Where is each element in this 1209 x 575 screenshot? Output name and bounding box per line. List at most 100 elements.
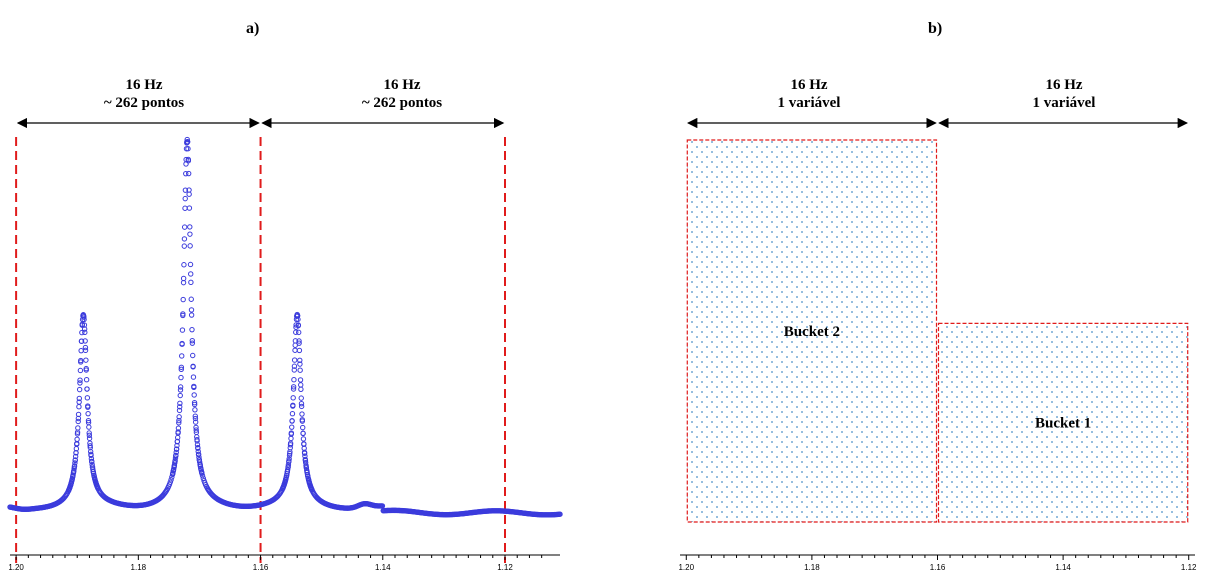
spectrum-point	[293, 316, 300, 323]
spectrum-point	[72, 453, 79, 460]
spectrum-point	[73, 450, 79, 456]
spectrum-point	[177, 400, 183, 407]
panel-b-span-2-freq: 16 Hz	[1045, 77, 1083, 93]
spectrum-point	[178, 374, 184, 381]
spectrum-point	[78, 347, 84, 354]
spectrum-point	[180, 296, 186, 303]
spectrum-point	[176, 417, 182, 424]
spectrum-point	[279, 486, 286, 492]
spectrum-point	[186, 205, 193, 211]
spectrum-point	[89, 459, 95, 465]
spectrum-point	[72, 457, 78, 463]
spectrum-point	[302, 453, 308, 459]
panel-b-label: b)	[928, 20, 943, 37]
x-tick-label: 1.12	[497, 563, 513, 572]
spectrum-point	[298, 401, 305, 407]
spectrum-point	[183, 170, 189, 177]
panel-a-label: a)	[246, 20, 260, 37]
panel-a-span-2-points: ~ 262 pontos	[361, 95, 443, 111]
bucket-2-label: Bucket 1	[1035, 416, 1091, 432]
spectrum-point	[286, 459, 292, 465]
spectrum-point	[85, 403, 91, 409]
spectrum-point	[193, 427, 199, 433]
spectrum-point	[287, 450, 293, 457]
spectrum-point	[188, 312, 195, 318]
spectrum-point	[290, 384, 297, 390]
spectrum-point	[304, 467, 310, 474]
spectrum-point	[188, 271, 194, 277]
spectrum-point	[86, 435, 93, 442]
spectrum-point	[195, 445, 201, 451]
spectrum-point	[78, 338, 85, 344]
spectrum-point	[187, 224, 193, 230]
spectrum-point	[71, 463, 78, 469]
spectrum-point	[176, 407, 183, 414]
spectrum-point	[300, 436, 307, 442]
panel-a-chart: 1.20 1.18 1.16 1.14 1.12	[7, 117, 563, 572]
bucket-2-box	[937, 322, 1189, 523]
spectrum-point	[191, 383, 197, 390]
spectrum-point	[176, 414, 182, 420]
spectrum-point	[77, 380, 83, 386]
x-tick-label: 1.18	[131, 563, 147, 572]
spectrum-point	[289, 411, 296, 417]
spectrum-point	[77, 367, 84, 374]
spectrum-point	[89, 464, 96, 470]
spectrum-point	[193, 424, 199, 431]
spectrum-point	[177, 384, 184, 390]
spectrum-point	[187, 231, 193, 237]
panel-a-span-2-label: 16 Hz ~ 262 pontos	[322, 76, 482, 112]
spectrum-point	[185, 156, 192, 163]
spectrum-point	[88, 452, 94, 459]
spectrum-point	[179, 327, 186, 333]
spectrum-point	[174, 442, 180, 449]
spectrum-point	[82, 347, 89, 354]
spectrum-point	[299, 411, 305, 417]
spectrum-point	[295, 329, 302, 336]
spectrum-point	[76, 404, 82, 410]
spectrum-point	[182, 205, 188, 211]
spectrum-point	[190, 374, 197, 380]
spectrum-point	[178, 366, 184, 373]
spectrum-point	[72, 460, 78, 466]
spectrum-point	[180, 279, 187, 286]
spectrum-point	[292, 347, 298, 353]
spectrum-point	[85, 417, 92, 424]
spectrum-point	[82, 344, 89, 351]
spectrum-point	[80, 313, 86, 319]
spectrum-point	[292, 338, 299, 344]
spectrum-point	[302, 459, 309, 466]
spectrum-point	[65, 487, 72, 494]
spectrum-point	[288, 435, 294, 442]
spectrum-point	[296, 347, 303, 354]
spectrum-point	[82, 329, 88, 336]
spectrum-point	[87, 443, 93, 449]
spectrum-point	[188, 279, 194, 286]
spectrum-point	[180, 312, 186, 319]
spectrum-point	[178, 364, 185, 370]
spectrum-point	[298, 395, 304, 401]
x-tick-label: 1.20	[8, 563, 24, 572]
spectrum-point	[195, 448, 201, 455]
spectrum-point	[192, 419, 199, 425]
spectrum-point	[186, 187, 192, 193]
spectrum-point	[303, 465, 310, 471]
spectrum-point	[295, 322, 302, 328]
spectrum-point	[175, 425, 182, 431]
spectrum-point	[290, 386, 297, 392]
spectrum-point	[167, 479, 173, 485]
spectrum-point	[179, 340, 185, 347]
spectrum-point	[183, 156, 189, 163]
panel-a-span-1-freq: 16 Hz	[125, 77, 163, 93]
spectrum-point	[297, 367, 303, 373]
spectrum-point	[189, 340, 196, 346]
spectrum-point	[74, 431, 81, 437]
spectrum-point	[86, 424, 92, 430]
x-tick-label: 1.14	[1055, 563, 1071, 572]
spectrum-point	[300, 424, 306, 431]
spectrum-point	[196, 454, 202, 460]
spectrum-point	[297, 377, 304, 383]
spectrum-point	[75, 411, 82, 418]
spectrum-point	[289, 424, 295, 430]
panel-b-span-2-vars: 1 variável	[1032, 95, 1096, 111]
